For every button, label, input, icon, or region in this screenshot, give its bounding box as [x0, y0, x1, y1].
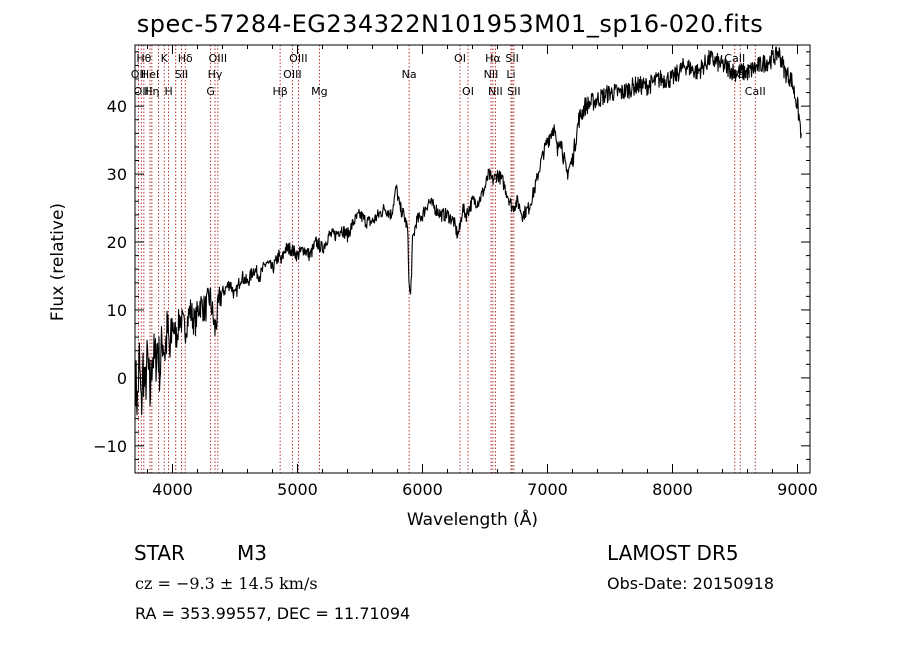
line-marker-label: OII	[131, 68, 146, 81]
line-marker-label: SII	[505, 52, 518, 65]
x-tick-label: 6000	[402, 480, 443, 499]
line-marker-label: OI	[454, 52, 466, 65]
line-marker-label: CaII	[745, 85, 766, 98]
line-marker-label: SII	[507, 85, 520, 98]
axis-ticks	[135, 45, 810, 474]
line-marker-label: H	[164, 85, 172, 98]
line-marker-group	[137, 45, 756, 473]
line-marker-labels: OIIOIIHθHeIHηKHSIIHδGHγOIIIHβOIIIOIIIMgN…	[131, 52, 766, 98]
line-marker-label: CaII	[724, 52, 745, 65]
y-axis-label: Flux (relative)	[48, 202, 68, 322]
line-marker-label: Na	[402, 68, 417, 81]
line-marker-label: Hη	[144, 85, 159, 98]
line-marker-label: HeI	[141, 68, 159, 81]
y-tick-label: 40	[107, 97, 127, 116]
spectrum-line	[135, 46, 802, 416]
line-marker-label: OII	[134, 85, 149, 98]
line-marker-label: NII	[484, 68, 499, 81]
sky-coordinates: RA = 353.99557, DEC = 11.71094	[135, 604, 411, 623]
axis-tick-labels: 4000 5000 6000 7000 8000 9000 −10 0 10 20 30 40	[93, 97, 818, 499]
line-marker-label: OIII	[283, 68, 301, 81]
line-marker-label: Hθ	[136, 52, 151, 65]
chart-title: spec-57284-EG234322N101953M01_sp16-020.f…	[136, 10, 764, 38]
x-axis-label: Wavelength (Å)	[406, 510, 539, 530]
x-tick-label: 7000	[527, 480, 568, 499]
x-tick-label: 4000	[152, 480, 193, 499]
line-marker-label: CaII	[730, 68, 751, 81]
x-tick-label: 8000	[652, 480, 693, 499]
line-marker-label: Hβ	[272, 85, 287, 98]
object-class: STAR	[134, 541, 185, 565]
line-marker-label: OI	[462, 85, 474, 98]
y-tick-label: 10	[107, 301, 127, 320]
line-marker-label: OIII	[209, 52, 227, 65]
x-tick-label: 9000	[777, 480, 818, 499]
line-marker-label: SII	[175, 68, 188, 81]
y-tick-label: 20	[107, 233, 127, 252]
line-marker-label: K	[161, 52, 169, 65]
plot-frame	[134, 44, 811, 474]
line-marker-label: Hδ	[178, 52, 193, 65]
line-marker-label: OIII	[289, 52, 307, 65]
y-tick-label: −10	[93, 437, 127, 456]
line-marker-label: G	[206, 85, 215, 98]
line-marker-label: Hα	[485, 52, 501, 65]
y-tick-label: 30	[107, 165, 127, 184]
survey-name: LAMOST DR5	[607, 541, 739, 565]
redshift-velocity: cz = −9.3 ± 14.5 km/s	[135, 574, 318, 593]
observation-date: Obs-Date: 20150918	[607, 574, 775, 593]
x-tick-label: 5000	[277, 480, 318, 499]
object-subclass: M3	[237, 541, 267, 565]
line-marker-label: Li	[506, 68, 515, 81]
line-marker-label: Hγ	[208, 68, 223, 81]
line-marker-label: Mg	[311, 85, 327, 98]
line-marker-label: NII	[488, 85, 503, 98]
y-tick-label: 0	[117, 369, 127, 388]
